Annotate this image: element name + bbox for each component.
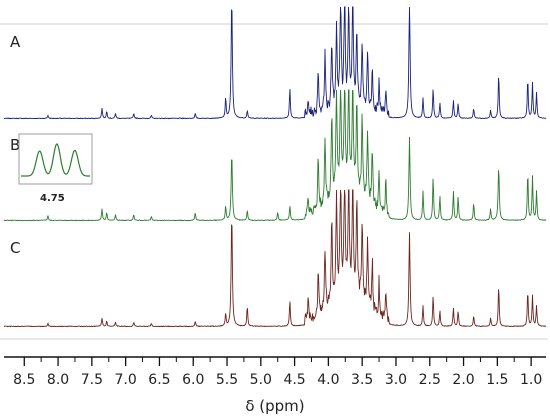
x-tick-label: 7.5 bbox=[81, 372, 103, 388]
spectrum-traces bbox=[3, 6, 547, 328]
spectrum-line-b bbox=[3, 89, 547, 222]
inset-tick-label: 4.75 bbox=[40, 193, 65, 204]
x-tick-label: 4.0 bbox=[317, 372, 339, 388]
x-tick-label: 2.5 bbox=[419, 372, 441, 388]
x-tick-label: 8.0 bbox=[47, 372, 69, 388]
panel-label-a: A bbox=[10, 33, 21, 51]
x-tick-label: 7.0 bbox=[115, 372, 137, 388]
spectrum-line-c bbox=[3, 189, 547, 328]
x-tick-label: 2.0 bbox=[452, 372, 474, 388]
x-tick-label: 5.0 bbox=[250, 372, 272, 388]
x-tick-label: 1.0 bbox=[520, 372, 542, 388]
x-axis-title: δ (ppm) bbox=[245, 397, 304, 415]
x-tick-label: 1.5 bbox=[486, 372, 508, 388]
inset-frame bbox=[18, 133, 93, 185]
x-tick-labels: 8.5 8.0 7.5 7.0 6.5 6.0 5.5 5.0 4.5 4.0 3.5 3.0 2.5 2… bbox=[13, 372, 542, 388]
spectrum-line-a bbox=[3, 6, 547, 120]
panel-label-b: B bbox=[10, 136, 20, 154]
x-tick-label: 3.5 bbox=[351, 372, 373, 388]
inset-panel: 4.75 bbox=[18, 133, 93, 204]
x-tick-label: 6.5 bbox=[148, 372, 170, 388]
panel-label-c: C bbox=[10, 239, 20, 257]
x-tick-marks bbox=[23, 357, 532, 366]
x-axis: 8.5 8.0 7.5 7.0 6.5 6.0 5.5 5.0 4.5 4.0 3.5 3.0 2.5 2… bbox=[4, 356, 546, 388]
inset-trace bbox=[21, 143, 90, 177]
x-tick-label: 4.5 bbox=[283, 372, 305, 388]
x-tick-label: 3.0 bbox=[385, 372, 407, 388]
x-tick-label: 6.0 bbox=[182, 372, 204, 388]
x-tick-label: 8.5 bbox=[13, 372, 35, 388]
x-tick-label: 5.5 bbox=[216, 372, 238, 388]
